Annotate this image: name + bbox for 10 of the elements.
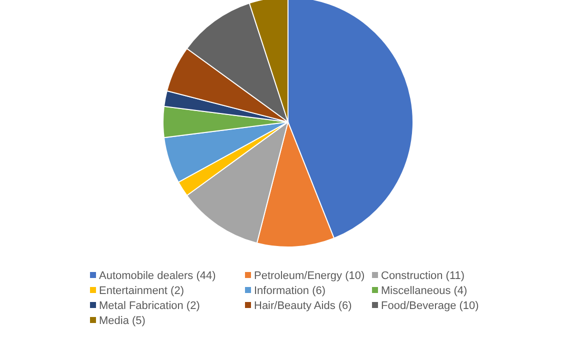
- legend-label: Food/Beverage (10): [381, 300, 479, 312]
- legend-label: Information (6): [254, 285, 326, 297]
- legend-label: Miscellaneous (4): [381, 285, 468, 297]
- legend-label: Metal Fabrication (2): [99, 300, 200, 312]
- legend-label: Automobile dealers (44): [99, 270, 216, 282]
- legend-label: Petroleum/Energy (10): [254, 270, 365, 282]
- legend-label: Hair/Beauty Aids (6): [254, 300, 352, 312]
- legend-label: Media (5): [99, 315, 146, 327]
- legend-label: Entertainment (2): [99, 285, 184, 297]
- legend-label: Construction (11): [381, 270, 465, 282]
